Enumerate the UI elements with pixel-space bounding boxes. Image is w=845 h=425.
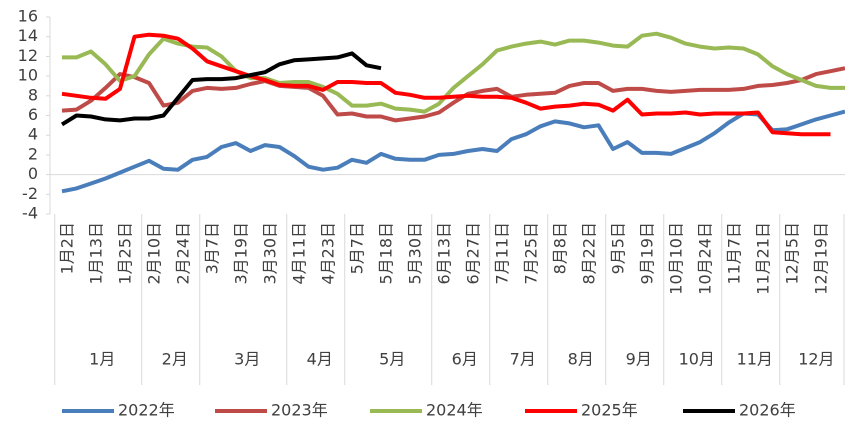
y-tick-label: -4 — [22, 204, 38, 223]
legend-label: 2026年 — [739, 401, 796, 420]
y-tick-label: 0 — [28, 164, 38, 183]
group-label: 5月 — [379, 350, 405, 369]
x-tick-label: 9月19日 — [638, 222, 657, 285]
x-tick-label: 11月7日 — [725, 222, 744, 285]
series-line — [61, 109, 845, 194]
x-tick-label: 2月24日 — [174, 222, 193, 285]
x-tick-label: 9月5日 — [609, 222, 628, 274]
series-line — [61, 32, 831, 137]
y-tick-label: 14 — [18, 26, 38, 45]
group-label: 10月 — [679, 350, 715, 369]
x-tick-label: 6月27日 — [464, 222, 483, 285]
group-label: 12月 — [798, 350, 834, 369]
group-label: 6月 — [452, 350, 478, 369]
x-tick-label: 7月25日 — [522, 222, 541, 285]
x-tick-label: 4月11日 — [290, 222, 309, 285]
x-tick-label: 1月2日 — [58, 222, 77, 274]
x-tick-label: 12月19日 — [812, 222, 831, 295]
legend-label: 2024年 — [426, 401, 483, 420]
legend-label: 2025年 — [581, 401, 638, 420]
x-tick-label: 3月30日 — [261, 222, 280, 285]
legend-label: 2023年 — [271, 401, 328, 420]
x-tick-label: 11月21日 — [754, 222, 773, 295]
x-tick-label: 6月13日 — [435, 222, 454, 285]
x-tick-label: 2月10日 — [145, 222, 164, 285]
x-tick-label: 8月22日 — [580, 222, 599, 285]
y-tick-label: 4 — [28, 125, 38, 144]
group-label: 3月 — [234, 350, 260, 369]
legend-label: 2022年 — [118, 401, 175, 420]
x-tick-label: 5月7日 — [348, 222, 367, 274]
y-tick-label: 6 — [28, 105, 38, 124]
x-tick-label: 1月13日 — [87, 222, 106, 285]
group-label: 8月 — [568, 350, 594, 369]
series-line — [60, 51, 382, 127]
group-label: 11月 — [737, 350, 773, 369]
x-tick-label: 10月10日 — [667, 222, 686, 295]
x-tick-label: 4月23日 — [319, 222, 338, 285]
x-tick-label: 8月8日 — [551, 222, 570, 274]
y-tick-label: 8 — [28, 85, 38, 104]
x-tick-label: 1月25日 — [116, 222, 135, 285]
x-tick-label: 10月24日 — [696, 222, 715, 295]
y-tick-label: 2 — [28, 144, 38, 163]
group-label: 7月 — [510, 350, 536, 369]
y-tick-label: -2 — [22, 184, 38, 203]
group-label: 4月 — [307, 350, 333, 369]
group-label: 1月 — [89, 350, 115, 369]
x-tick-label: 5月18日 — [377, 222, 396, 285]
x-tick-label: 5月30日 — [406, 222, 425, 285]
y-tick-label: 12 — [18, 46, 38, 65]
group-label: 9月 — [626, 350, 652, 369]
y-tick-label: 10 — [18, 66, 38, 85]
x-tick-label: 3月7日 — [203, 222, 222, 274]
x-tick-label: 7月11日 — [493, 222, 512, 285]
group-label: 2月 — [162, 350, 188, 369]
x-tick-label: 12月5日 — [783, 222, 802, 285]
x-tick-label: 3月19日 — [232, 222, 251, 285]
series-line — [61, 66, 845, 123]
y-tick-label: 16 — [18, 7, 38, 26]
